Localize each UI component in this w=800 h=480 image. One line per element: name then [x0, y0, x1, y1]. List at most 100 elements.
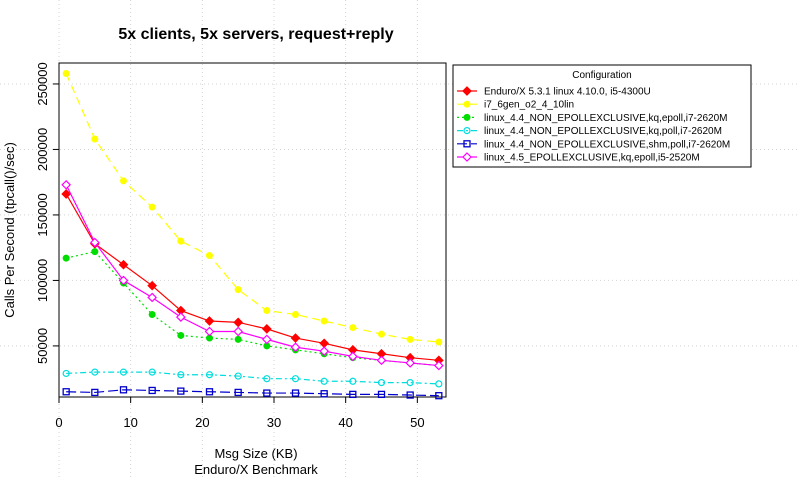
y-tick-label: 150000 [35, 193, 50, 236]
data-point [320, 390, 328, 398]
x-tick-label: 20 [195, 415, 209, 430]
data-point [148, 310, 156, 318]
data-point [61, 179, 72, 190]
legend-label: linux_4.5_EPOLLEXCLUSIVE,kq,epoll,i5-252… [484, 153, 700, 164]
legend-marker [463, 113, 471, 121]
data-point [349, 324, 357, 332]
data-point [118, 259, 129, 270]
data-point [261, 334, 272, 345]
data-point [435, 338, 443, 346]
data-point [433, 360, 444, 371]
data-point [147, 292, 158, 303]
data-point [234, 286, 242, 294]
data-point [148, 386, 156, 395]
chart-title: 5x clients, 5x servers, request+reply [118, 26, 393, 43]
data-point [290, 333, 301, 343]
data-point [406, 391, 414, 399]
series-layer [61, 69, 444, 400]
series-0 [61, 189, 444, 366]
data-point [91, 368, 99, 376]
data-point [91, 248, 99, 256]
x-tick-label: 30 [267, 415, 281, 430]
data-point [205, 388, 214, 396]
data-point [319, 338, 330, 349]
data-point [291, 389, 300, 397]
legend-label: i7_6gen_o2_4_10lin [484, 100, 574, 111]
legend: Configuration Enduro/X 5.3.1 linux 4.10.… [452, 64, 752, 168]
x-tick-label: 0 [55, 415, 62, 430]
data-point [118, 275, 129, 286]
x-tick-label: 50 [410, 415, 424, 430]
y-axis: 50000 100000 150000 200000 250000 [35, 62, 59, 364]
series-line [66, 250, 439, 367]
series-1 [62, 69, 443, 346]
data-point [119, 386, 128, 394]
y-tick-label: 250000 [35, 62, 50, 105]
legend-item: linux_4.5_EPOLLEXCLUSIVE,kq,epoll,i5-252… [457, 152, 700, 164]
data-point [290, 342, 301, 353]
legend-item: i7_6gen_o2_4_10lin [457, 100, 574, 111]
legend-marker [463, 100, 471, 108]
series-line [65, 73, 439, 343]
data-point [91, 388, 99, 397]
data-point [62, 69, 70, 77]
data-point [349, 390, 357, 399]
data-point [233, 317, 244, 328]
data-point [320, 317, 328, 325]
data-point [205, 371, 214, 379]
data-point [234, 335, 242, 343]
data-point [89, 237, 100, 248]
data-point [91, 135, 99, 143]
data-point [292, 310, 299, 318]
legend-label: Enduro/X 5.3.1 linux 4.10.0, i5-4300U [484, 87, 651, 98]
x-tick-label: 40 [338, 415, 352, 430]
data-point [378, 330, 385, 338]
data-point [377, 378, 386, 387]
legend-item: linux_4.4_NON_EPOLLEXCLUSIVE,shm,poll,i7… [457, 139, 730, 150]
legend-item: linux_4.4_NON_EPOLLEXCLUSIVE,kq,epoll,i7… [457, 113, 727, 124]
y-axis-title: Calls Per Second (tpcall()/sec) [2, 142, 17, 318]
legend-marker [463, 127, 471, 135]
series-3 [62, 368, 443, 388]
x-axis: 0 10 20 30 40 50 [55, 397, 425, 430]
data-point [120, 177, 127, 185]
series-4 [62, 386, 443, 400]
data-point [319, 346, 330, 357]
legend-label: linux_4.4_NON_EPOLLEXCLUSIVE,kq,epoll,i7… [484, 113, 727, 124]
data-point [233, 326, 244, 337]
data-point [405, 358, 416, 368]
data-point [177, 331, 185, 339]
x-axis-title: Msg Size (KB) [214, 446, 297, 461]
data-point [263, 375, 271, 383]
data-point [61, 189, 72, 199]
data-point [406, 378, 414, 387]
y-tick-label: 100000 [35, 259, 50, 302]
data-point [204, 326, 215, 337]
data-point [435, 392, 443, 400]
series-line [65, 184, 439, 367]
data-point [177, 371, 185, 379]
legend-item: linux_4.4_NON_EPOLLEXCLUSIVE,kq,poll,i7-… [457, 126, 722, 137]
y-tick-label: 200000 [35, 128, 50, 171]
data-point [234, 372, 242, 380]
series-5 [61, 179, 444, 371]
data-point [406, 335, 414, 343]
data-point [320, 377, 328, 385]
series-2 [62, 248, 443, 370]
plot-area-border [58, 62, 447, 398]
legend-marker [462, 152, 472, 162]
legend-item: Enduro/X 5.3.1 linux 4.10.0, i5-4300U [457, 86, 651, 98]
data-point [119, 368, 128, 376]
data-point [147, 280, 158, 291]
data-point [261, 324, 272, 334]
data-point [263, 307, 271, 315]
data-point [263, 389, 271, 397]
data-point [177, 237, 185, 245]
data-point [148, 203, 156, 211]
data-point [347, 351, 358, 362]
legend-title: Configuration [572, 70, 631, 81]
x-tick-label: 10 [123, 415, 137, 430]
legend-box [452, 64, 752, 168]
data-point [377, 390, 386, 399]
